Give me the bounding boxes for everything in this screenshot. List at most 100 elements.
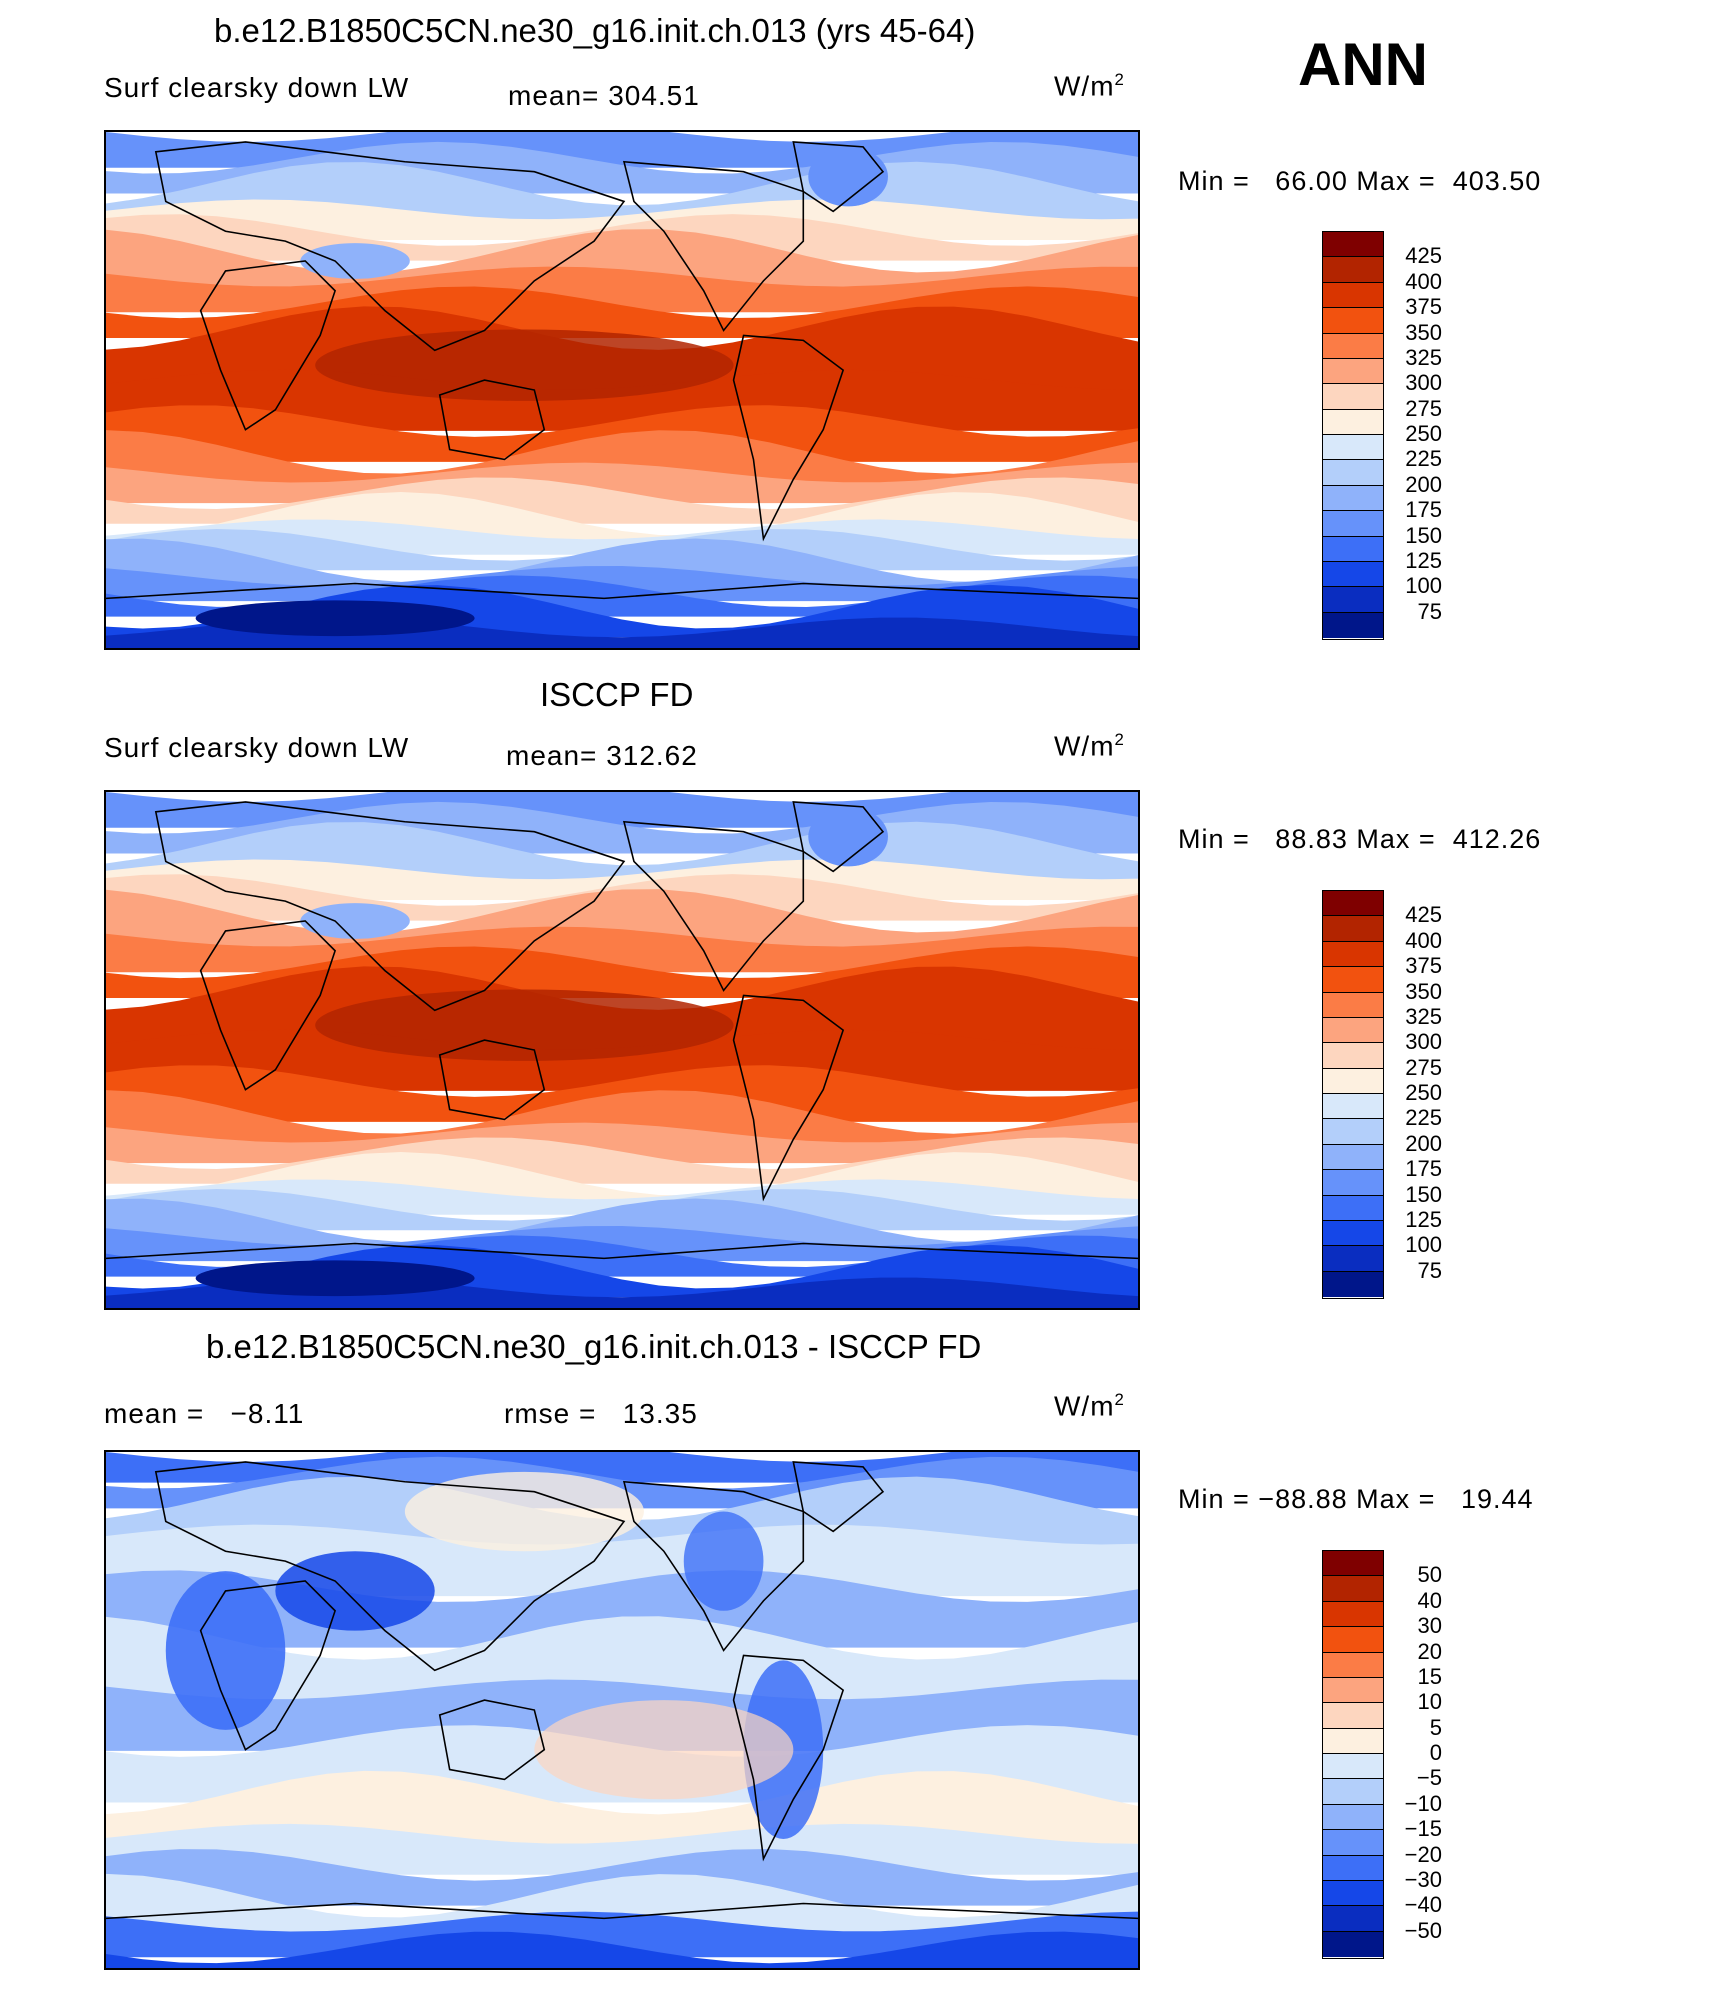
coastline <box>199 1580 337 1751</box>
colorbar-swatch <box>1323 941 1383 968</box>
panel3-min: −88.88 <box>1258 1484 1348 1514</box>
colorbar-swatch <box>1323 1754 1383 1780</box>
coastline <box>106 1242 1138 1260</box>
season-label: ANN <box>1298 31 1428 98</box>
panel3-mean-value: −8.11 <box>230 1398 305 1429</box>
panel3-max: 19.44 <box>1460 1484 1534 1514</box>
coastline <box>732 994 845 1202</box>
colorbar-tick-label: 375 <box>1405 953 1442 979</box>
coastline <box>622 820 805 992</box>
field-band <box>106 889 1138 947</box>
colorbar-tick-label: −40 <box>1404 1892 1442 1918</box>
colorbar-tick-label: 40 <box>1417 1587 1442 1613</box>
coastline <box>154 801 626 1012</box>
panel2-minmax: Min = 88.83 Max = 412.26 <box>1178 824 1542 854</box>
greenland-cold-spot <box>808 146 888 207</box>
coastline <box>199 260 337 431</box>
colorbar-tick-label: 375 <box>1405 294 1442 320</box>
field-band <box>106 229 1138 287</box>
colorbar-tick-label: −30 <box>1404 1866 1442 1892</box>
coastline <box>732 1654 845 1862</box>
panel2-colorbar <box>1322 890 1384 1299</box>
colorbar-swatch <box>1323 1703 1383 1729</box>
colorbar-swatch <box>1323 1271 1383 1297</box>
coastline <box>732 334 845 542</box>
panel1-max: 403.50 <box>1452 166 1542 196</box>
colorbar-tick-label: 100 <box>1405 1232 1442 1258</box>
colorbar-swatch <box>1323 460 1383 486</box>
coastline <box>792 1461 885 1533</box>
panel1-mean: mean= 304.51 <box>508 80 700 112</box>
colorbar-swatch <box>1323 1170 1383 1196</box>
colorbar-tick-label: 5 <box>1429 1714 1442 1740</box>
warm-pool <box>315 329 734 401</box>
colorbar-swatch <box>1323 1880 1383 1907</box>
colorbar-tick-label: 30 <box>1417 1613 1442 1639</box>
panel3-minmax: Min = −88.88 Max = 19.44 <box>1178 1484 1534 1514</box>
panel2-max: 412.26 <box>1452 824 1542 854</box>
colorbar-tick-label: 325 <box>1405 344 1442 370</box>
coastline <box>622 1480 805 1652</box>
colorbar-tick-label: 425 <box>1405 902 1442 928</box>
panel2-min: 88.83 <box>1275 824 1348 854</box>
colorbar-swatch <box>1323 257 1383 283</box>
field-band <box>106 1873 1138 1932</box>
panel2-units: W/m2 <box>1054 730 1125 762</box>
colorbar-tick-label: 0 <box>1429 1740 1442 1765</box>
coastline <box>438 379 546 461</box>
panel1-min: 66.00 <box>1275 166 1348 196</box>
colorbar-swatch <box>1323 232 1383 258</box>
greenland-cold-spot <box>808 806 888 867</box>
coastline <box>438 1699 546 1781</box>
colorbar-tick-label: 400 <box>1405 927 1442 953</box>
colorbar-swatch <box>1323 1601 1383 1628</box>
panel1-colorbar <box>1322 231 1384 640</box>
colorbar-tick-label: −20 <box>1404 1841 1442 1867</box>
colorbar-tick-label: 300 <box>1405 370 1442 396</box>
panel3-title: b.e12.B1850C5CN.ne30_g16.init.ch.013 - I… <box>206 1328 982 1365</box>
panel1-map-field <box>106 132 1138 648</box>
colorbar-tick-label: 275 <box>1405 1054 1442 1080</box>
colorbar-tick-label: 425 <box>1405 243 1442 269</box>
colorbar-tick-label: 200 <box>1405 1130 1442 1156</box>
negative-bias-africa <box>165 1571 286 1730</box>
coastline <box>622 160 805 332</box>
colorbar-tick-label: 325 <box>1405 1003 1442 1029</box>
panel2-mean-value: 312.62 <box>606 740 698 771</box>
field-band <box>106 1616 1138 1700</box>
field-band <box>106 538 1138 586</box>
coastline <box>792 141 885 213</box>
panel3-map <box>104 1450 1140 1970</box>
colorbar-swatch <box>1323 1068 1383 1094</box>
antarctic-cold-spot <box>195 1260 475 1297</box>
colorbar-tick-label: 125 <box>1405 547 1442 573</box>
panel1-variable: Surf clearsky down LW <box>104 72 410 103</box>
field-band <box>106 1090 1138 1143</box>
field-band <box>106 1198 1138 1246</box>
colorbar-swatch <box>1323 1677 1383 1704</box>
panel1-minmax: Min = 66.00 Max = 403.50 <box>1178 166 1542 196</box>
colorbar-swatch <box>1323 1728 1383 1754</box>
field-band <box>106 430 1138 483</box>
colorbar-tick-label: 275 <box>1405 395 1442 421</box>
colorbar-swatch <box>1323 1652 1383 1678</box>
colorbar-tick-label: 400 <box>1405 268 1442 294</box>
field-band <box>106 1931 1138 1968</box>
coastline <box>154 1461 626 1672</box>
colorbar-swatch <box>1323 916 1383 942</box>
colorbar-swatch <box>1323 384 1383 410</box>
colorbar-swatch <box>1323 891 1383 917</box>
coastline <box>106 582 1138 600</box>
colorbar-swatch <box>1323 1094 1383 1120</box>
tibet-cold-spot <box>300 243 410 279</box>
panel3-mean: mean = −8.11 <box>104 1398 305 1429</box>
colorbar-tick-label: 350 <box>1405 978 1442 1004</box>
colorbar-tick-label: 10 <box>1417 1689 1442 1715</box>
panel3-map-field <box>106 1452 1138 1968</box>
colorbar-swatch <box>1323 587 1383 613</box>
colorbar-tick-label: 15 <box>1417 1663 1442 1689</box>
colorbar-tick-label: 150 <box>1405 1181 1442 1207</box>
panel1-map <box>104 130 1140 650</box>
panel1-units: W/m2 <box>1054 70 1125 102</box>
coastline <box>438 1039 546 1121</box>
